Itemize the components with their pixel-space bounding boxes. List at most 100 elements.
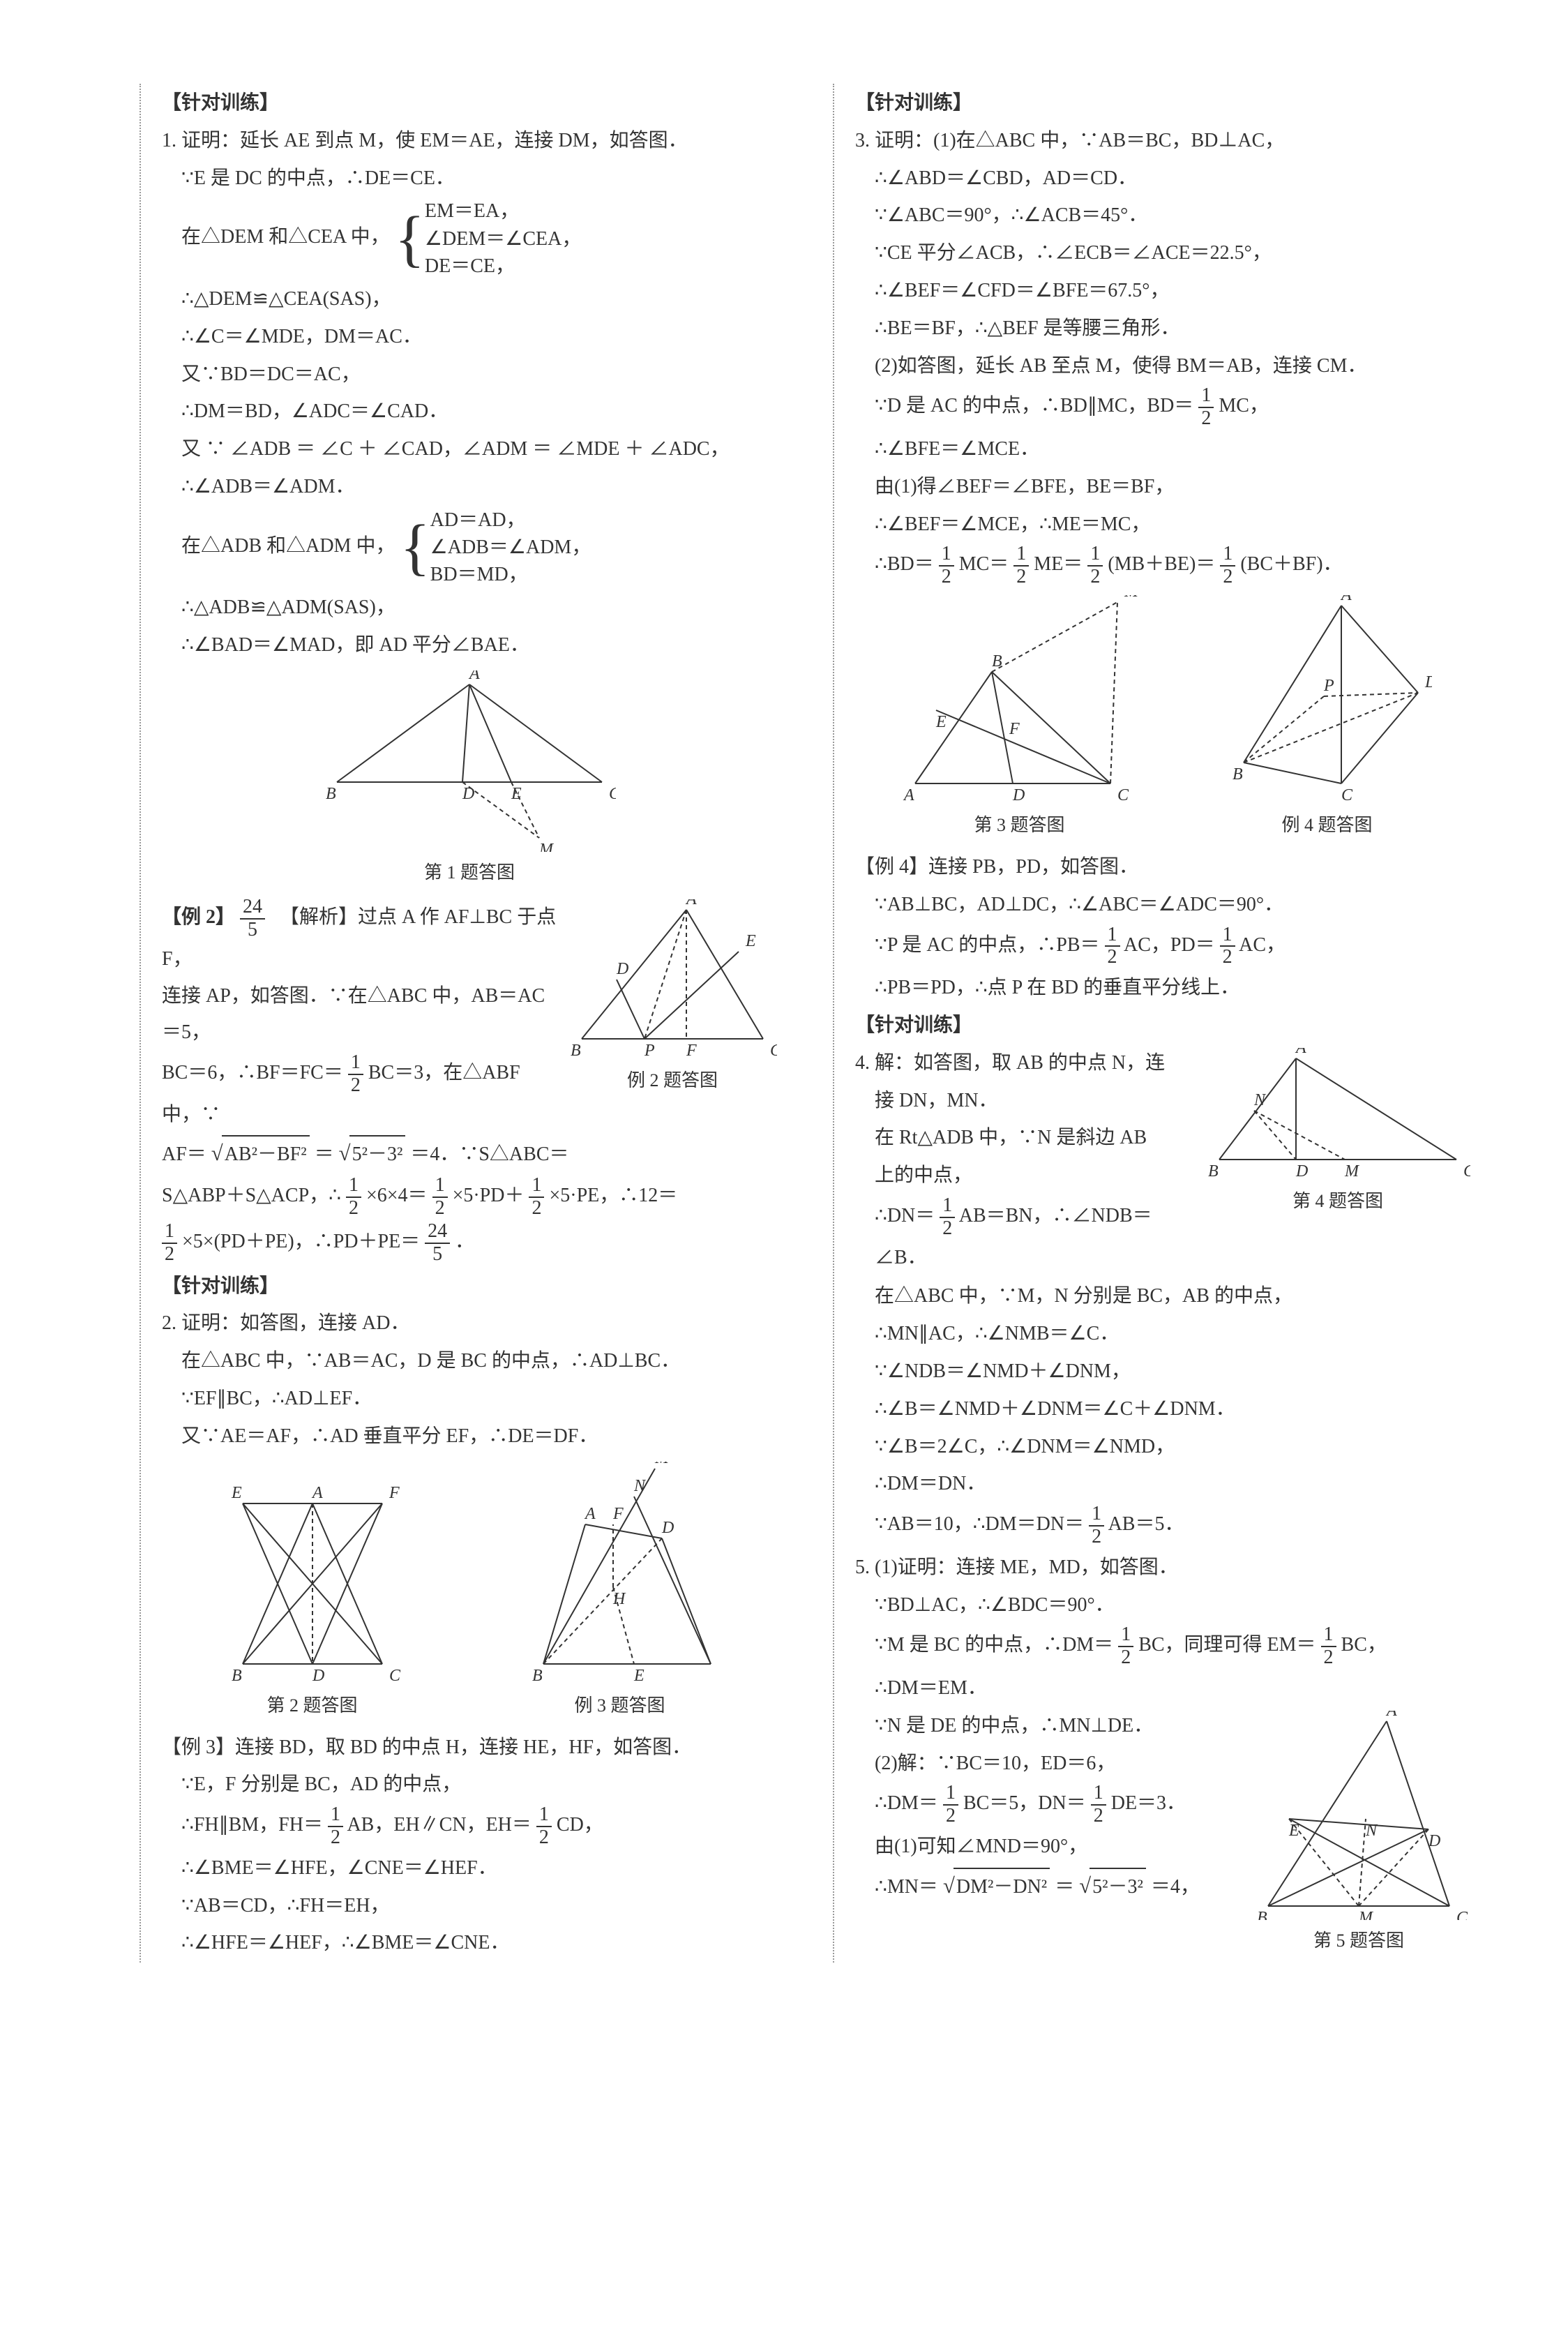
proof-line: ∴∠HFE＝∠HEF，∴∠BME＝∠CNE．	[162, 1925, 777, 1961]
proof-line: ∵E 是 DC 的中点，∴DE＝CE．	[162, 160, 777, 197]
proof-line: ∴∠BEF＝∠CFD＝∠BFE＝67.5°，	[855, 273, 1470, 309]
proof-line: ∴DM＝DN．	[855, 1466, 1470, 1502]
proof-line: 又∵BD＝DC＝AC，	[162, 357, 777, 393]
svg-text:D: D	[616, 960, 628, 978]
fraction: 12	[1220, 543, 1235, 588]
proof-fragment: BC＝5，DN＝	[963, 1793, 1086, 1815]
brace-line: DE＝CE，	[425, 253, 581, 280]
svg-text:E: E	[1288, 1822, 1299, 1840]
brace-line: EM＝EA，	[425, 197, 581, 225]
svg-text:C: C	[1456, 1909, 1468, 1920]
figure-caption: 例 4 题答图	[1223, 809, 1432, 842]
proof-fragment: ME＝	[1034, 554, 1083, 576]
fraction: 12	[346, 1175, 361, 1220]
proof-fragment: AB＝5．	[1108, 1513, 1184, 1535]
proof-line: ∴△DEM≌△CEA(SAS)，	[162, 281, 777, 317]
proof-line: 12 ×5×(PD＋PE)，∴PD＋PE＝ 245 ．	[162, 1221, 777, 1266]
fraction: 245	[240, 897, 265, 941]
sqrt-content: 5²－3²	[1090, 1868, 1146, 1905]
brace-icon: {	[400, 519, 430, 576]
fraction: 12	[939, 543, 954, 588]
proof-line: ∵∠ABC＝90°，∴∠ACB＝45°．	[855, 197, 1470, 234]
proof-line: ∵AB＝CD，∴FH＝EH，	[162, 1888, 777, 1924]
svg-text:D: D	[312, 1667, 324, 1685]
proof-line: 2. 证明：如答图，连接 AD．	[162, 1305, 777, 1342]
svg-text:E: E	[231, 1484, 242, 1502]
fraction: 12	[1089, 1503, 1104, 1548]
svg-text:B: B	[571, 1042, 581, 1060]
proof-fragment: 在△ADB 和△ADM 中，	[181, 535, 395, 557]
proof-line: 在△ABC 中，∵M，N 分别是 BC，AB 的中点，	[855, 1278, 1470, 1314]
proof-fragment: AC，PD＝	[1124, 934, 1215, 956]
svg-text:C: C	[609, 785, 616, 803]
svg-text:A: A	[311, 1484, 323, 1502]
svg-text:A: A	[1385, 1711, 1397, 1720]
svg-text:M: M	[1124, 595, 1140, 601]
svg-text:A: A	[1340, 595, 1352, 604]
figure-ex3: MNAFDHBEC 例 3 题答图	[522, 1462, 718, 1723]
proof-line: ∴∠BEF＝∠MCE，∴ME＝MC，	[855, 507, 1470, 543]
proof-line: ∴∠B＝∠NMD＋∠DNM＝∠C＋∠DNM．	[855, 1391, 1470, 1427]
proof-line: ∴∠C＝∠MDE，DM＝AC．	[162, 319, 777, 355]
example-line: 【例 4】连接 PB，PD，如答图．	[855, 849, 1470, 885]
diagram-svg: MNAFDHBEC	[522, 1462, 718, 1685]
brace-group: 在△DEM 和△CEA 中， { EM＝EA， ∠DEM＝∠CEA， DE＝CE…	[162, 197, 777, 280]
page: 【针对训练】 1. 证明：延长 AE 到点 M，使 EM＝AE，连接 DM，如答…	[140, 84, 1470, 1963]
proof-fragment: ∴FH∥BM，FH＝	[181, 1814, 323, 1836]
proof-fragment: ∴MN＝	[875, 1876, 938, 1898]
proof-line: ∴∠ABD＝∠CBD，AD＝CD．	[855, 160, 1470, 197]
figure-3: MBEFADC 第 3 题答图	[894, 595, 1145, 842]
proof-line: ∵M 是 BC 的中点，∴DM＝ 12 BC，同理可得 EM＝ 12 BC，	[855, 1624, 1470, 1669]
proof-fragment: ∴BD＝	[875, 554, 934, 576]
fraction: 12	[943, 1783, 958, 1827]
figure-caption: 第 5 题答图	[1247, 1924, 1470, 1958]
brace-line: ∠DEM＝∠CEA，	[425, 225, 581, 253]
proof-line: 又 ∵ ∠ADB ＝ ∠C ＋ ∠CAD，∠ADM ＝ ∠MDE ＋ ∠ADC，	[162, 431, 777, 467]
diagram-svg: ABCDEM	[323, 670, 616, 852]
proof-line: 由(1)得∠BEF＝∠BFE，BE＝BF，	[855, 469, 1470, 505]
svg-text:C: C	[770, 1042, 777, 1060]
figure-caption: 例 3 题答图	[522, 1689, 718, 1723]
proof-fragment: ∵P 是 AC 的中点，∴PB＝	[875, 934, 1100, 956]
proof-fragment: DE＝3．	[1111, 1793, 1186, 1815]
proof-line: ∵∠B＝2∠C，∴∠DNM＝∠NMD，	[855, 1429, 1470, 1465]
proof-line: ∵E，F 分别是 BC，AD 的中点，	[162, 1767, 777, 1803]
svg-text:N: N	[1253, 1091, 1267, 1109]
proof-line: ∴PB＝PD，∴点 P 在 BD 的垂直平分线上．	[855, 970, 1470, 1006]
proof-line: S△ABP＋S△ACP，∴ 12 ×6×4＝ 12 ×5·PD＋ 12 ×5·P…	[162, 1175, 777, 1220]
svg-text:B: B	[1208, 1162, 1219, 1180]
fraction: 12	[1087, 543, 1103, 588]
sqrt-content: AB²－BF²	[222, 1135, 310, 1173]
proof-line: ∵AB＝10，∴DM＝DN＝ 12 AB＝5．	[855, 1503, 1470, 1548]
fraction: 12	[529, 1175, 544, 1220]
proof-fragment: AC，	[1239, 934, 1286, 956]
svg-text:E: E	[511, 785, 522, 803]
proof-line: ∵EF∥BC，∴AD⊥EF．	[162, 1381, 777, 1417]
figure-5: AENDBMC 第 5 题答图	[1247, 1711, 1470, 1958]
figure-2: EAFBDC 第 2 题答图	[222, 1476, 403, 1723]
svg-text:P: P	[644, 1042, 655, 1060]
proof-line: ∴BE＝BF，∴△BEF 是等腰三角形．	[855, 310, 1470, 347]
svg-text:B: B	[1257, 1909, 1267, 1920]
proof-fragment: ＝	[1055, 1876, 1074, 1898]
sqrt-content: DM²－DN²	[953, 1868, 1050, 1905]
proof-fragment: MC，	[1219, 396, 1269, 417]
proof-line: 5. (1)证明：连接 ME，MD，如答图．	[855, 1550, 1470, 1586]
svg-text:N: N	[1365, 1822, 1378, 1840]
svg-text:F: F	[612, 1505, 624, 1523]
section-title: 【针对训练】	[162, 1268, 777, 1305]
svg-text:C: C	[1117, 786, 1129, 804]
proof-fragment: S△ABP＋S△ACP，∴	[162, 1185, 341, 1207]
fraction: 245	[425, 1221, 450, 1266]
svg-text:E: E	[745, 932, 756, 950]
figure-caption: 例 2 题答图	[568, 1064, 777, 1097]
svg-text:F: F	[686, 1042, 697, 1060]
diagram-svg: ABCPFDE	[568, 899, 777, 1060]
proof-line: 1. 证明：延长 AE 到点 M，使 EM＝AE，连接 DM，如答图．	[162, 123, 777, 159]
proof-fragment: ∴DM＝	[875, 1793, 938, 1815]
svg-text:A: A	[584, 1505, 596, 1523]
proof-fragment: ×5·PD＋	[453, 1185, 525, 1207]
proof-line: ∴△ADB≌△ADM(SAS)，	[162, 590, 777, 626]
radical-icon	[1079, 1876, 1090, 1898]
left-column: 【针对训练】 1. 证明：延长 AE 到点 M，使 EM＝AE，连接 DM，如答…	[140, 84, 777, 1963]
